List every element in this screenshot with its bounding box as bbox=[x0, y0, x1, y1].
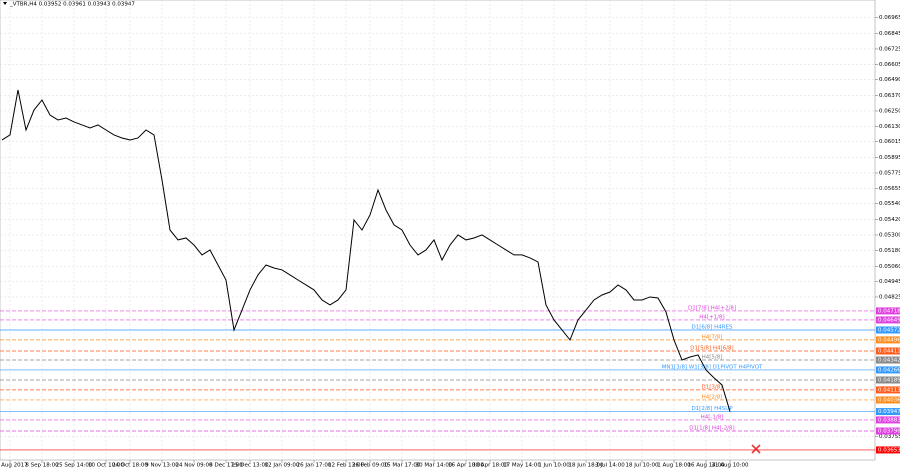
x-tick-label: 18 Jul 10:00 bbox=[626, 463, 659, 469]
y-tick-label: 0.04945 bbox=[879, 279, 900, 285]
price-box-label: 0.03798 bbox=[878, 429, 900, 435]
y-tick-label: 0.05180 bbox=[879, 248, 900, 254]
symbol-marker bbox=[3, 2, 7, 5]
price-box-label: 0.04496 bbox=[878, 337, 900, 343]
x-tick-label: 18 Jun 18:00 bbox=[569, 463, 604, 469]
level-label: H4[7/8] bbox=[702, 334, 723, 340]
price-box bbox=[876, 356, 900, 364]
price-box bbox=[876, 396, 900, 404]
x-tick-label: 16 Apr 10:00 bbox=[448, 463, 484, 469]
level-label: H4[2/8] bbox=[702, 394, 723, 400]
level-label: D1[2/8] H4SUP bbox=[691, 406, 733, 412]
price-box bbox=[876, 366, 900, 374]
plot-area bbox=[0, 0, 876, 461]
x-tick-label: 15 Mar 17:00 bbox=[384, 463, 421, 469]
y-tick-label: 0.06015 bbox=[879, 139, 900, 145]
x-tick-label: 24 Nov 09:00 bbox=[175, 463, 213, 469]
x-tick-label: 9 Nov 13:00 bbox=[145, 463, 179, 469]
chart-title: _VTBR,H4 0.03952 0.03961 0.03943 0.03947 bbox=[9, 2, 135, 8]
x-tick-label: 26 Jan 17:00 bbox=[297, 463, 332, 469]
x-tick-label: 25 Aug 2017 bbox=[0, 463, 28, 469]
price-box bbox=[876, 446, 900, 454]
price-box-label: 0.04189 bbox=[878, 377, 900, 383]
level-label: D1[7/8] H4[+2/8] bbox=[688, 305, 736, 311]
price-box-label: 0.03653 bbox=[878, 447, 900, 453]
price-box bbox=[876, 347, 900, 355]
x-tick-label: 8 Dec 17:00 bbox=[209, 463, 243, 469]
price-box bbox=[876, 416, 900, 424]
price-box bbox=[876, 336, 900, 344]
x-tick-label: 16 Aug 14:00 bbox=[687, 463, 725, 469]
price-box bbox=[876, 408, 900, 416]
y-tick-label: 0.05895 bbox=[879, 155, 900, 161]
y-tick-label: 0.04825 bbox=[879, 294, 900, 300]
price-box bbox=[876, 316, 900, 324]
y-tick-label: 0.05300 bbox=[879, 232, 900, 238]
price-box-label: 0.04113 bbox=[878, 387, 900, 393]
y-tick-label: 0.06370 bbox=[879, 93, 900, 99]
x-tick-label: 25 Sep 14:00 bbox=[56, 463, 93, 469]
price-box bbox=[876, 326, 900, 334]
level-label: H4[-1/8] bbox=[701, 414, 724, 420]
y-tick-label: 0.06490 bbox=[879, 77, 900, 83]
level-label: D1[6/8] H4RES bbox=[691, 324, 733, 330]
y-tick-label: 0.05420 bbox=[879, 217, 900, 223]
x-tick-label: 1 Aug 18:00 bbox=[657, 463, 691, 469]
x-tick-label: 1 Jun 10:00 bbox=[538, 463, 570, 469]
x-tick-label: 24 Oct 18:00 bbox=[112, 463, 148, 469]
y-tick-label: 0.06725 bbox=[879, 46, 900, 52]
x-tick-label: 30 Apr 18:00 bbox=[472, 463, 508, 469]
price-line bbox=[1, 89, 731, 412]
x-tick-label: 8 Sep 18:00 bbox=[25, 463, 59, 469]
price-box-label: 0.03883 bbox=[878, 417, 900, 423]
y-tick-label: 0.06965 bbox=[879, 15, 900, 21]
y-tick-label: 0.06845 bbox=[879, 31, 900, 37]
x-tick-label: 12 Feb 13:00 bbox=[328, 463, 365, 469]
price-box bbox=[876, 386, 900, 394]
x-tick-label: 3 Jul 14:00 bbox=[595, 463, 625, 469]
y-tick-label: 0.06250 bbox=[879, 108, 900, 114]
price-box bbox=[876, 427, 900, 435]
x-tick-label: 26 Feb 09:00 bbox=[352, 463, 389, 469]
y-tick-label: 0.06130 bbox=[879, 124, 900, 130]
price-box-label: 0.04649 bbox=[878, 317, 900, 323]
level-label: MN1[3/8] W1[3/8] D1PIVOT H4PIVOT bbox=[662, 364, 763, 370]
y-tick-label: 0.03755 bbox=[879, 434, 900, 440]
price-box bbox=[876, 376, 900, 384]
price-box-label: 0.04036 bbox=[878, 397, 900, 403]
close-marker bbox=[751, 444, 761, 454]
level-label: D1[1/8] H4[-2/8] bbox=[689, 426, 734, 432]
price-box-label: 0.04342 bbox=[878, 358, 900, 364]
price-box bbox=[876, 307, 900, 315]
price-box-label: 0.04266 bbox=[878, 367, 900, 373]
y-tick-label: 0.05060 bbox=[879, 264, 900, 270]
y-tick-label: 0.05540 bbox=[879, 201, 900, 207]
x-tick-label: 12 Jan 09:00 bbox=[265, 463, 300, 469]
x-tick-label: 30 Mar 14:00 bbox=[416, 463, 453, 469]
x-tick-label: 25 Dec 13:00 bbox=[232, 463, 269, 469]
x-tick-label: 31 Aug 10:00 bbox=[711, 463, 749, 469]
y-tick-label: 0.05655 bbox=[879, 186, 900, 192]
x-tick-label: 10 Oct 10:00 bbox=[88, 463, 124, 469]
price-box-label: 0.04718 bbox=[878, 308, 900, 314]
level-label: D1[3/8] bbox=[702, 384, 723, 390]
y-tick-label: 0.06605 bbox=[879, 62, 900, 68]
price-box-label: 0.04572 bbox=[878, 327, 900, 333]
y-tick-label: 0.05775 bbox=[879, 170, 900, 176]
level-label: H4[5/8] bbox=[702, 355, 723, 361]
price-box-label: 0.03947 bbox=[878, 409, 900, 415]
level-label: D1[5/8] H4[6/8] bbox=[690, 346, 733, 352]
x-tick-label: 17 May 14:00 bbox=[503, 463, 541, 469]
price-box-label: 0.04411 bbox=[878, 349, 900, 355]
level-label: H4[+1/8] bbox=[699, 314, 724, 320]
